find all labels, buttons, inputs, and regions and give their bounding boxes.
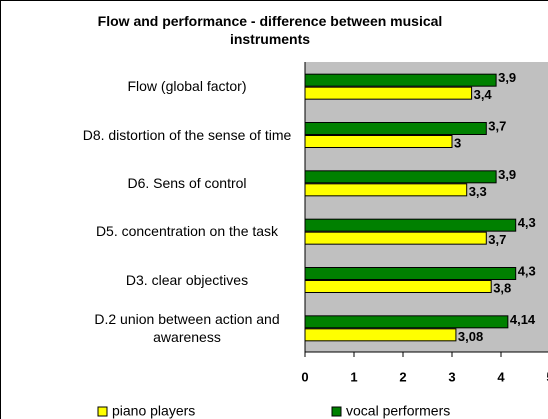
x-tick-label: 0 [301,369,308,384]
data-label: 3,7 [488,118,506,133]
data-label: 4,14 [510,312,536,327]
data-label: 3,8 [493,280,511,295]
x-tick-label: 3 [448,369,455,384]
data-label: 3,4 [474,87,493,102]
data-label: 3,3 [469,184,487,199]
data-label: 3,7 [488,232,506,247]
bar [304,122,487,135]
data-label: 3,08 [458,329,483,344]
category-label: D.2 union between action and awareness [94,310,280,345]
bar [304,73,497,87]
data-label: 3,9 [498,167,516,182]
plot-area [305,62,548,352]
data-label: 4,3 [518,215,536,230]
x-tick-label: 2 [399,369,406,384]
x-tick-label: 5 [546,369,548,384]
bar [304,135,453,148]
category-label: D5. concentration on the task [95,223,279,240]
data-label: 3,9 [498,70,516,85]
chart-title: Flow and performance - difference betwee… [97,13,443,47]
legend-label: piano players [112,403,195,419]
bar [304,315,509,329]
bar [304,267,517,280]
x-tick-label: 4 [497,369,505,384]
category-label: D8. distortion of the sense of time [82,126,292,143]
x-tick-label: 1 [350,369,357,384]
legend-label: vocal performers [346,403,450,419]
category-label: D3. clear objectives [125,271,249,288]
bar [304,183,468,197]
bar [304,86,473,100]
bar [304,280,492,293]
category-label: Flow (global factor) [127,78,247,95]
bar [304,231,487,245]
legend-swatch [97,406,108,417]
data-label: 3 [454,135,461,150]
bar [304,218,517,232]
data-label: 4,3 [518,263,536,278]
legend-swatch [331,406,342,417]
bar [304,170,497,184]
bar [304,328,457,342]
category-label: D6. Sens of control [127,174,247,191]
